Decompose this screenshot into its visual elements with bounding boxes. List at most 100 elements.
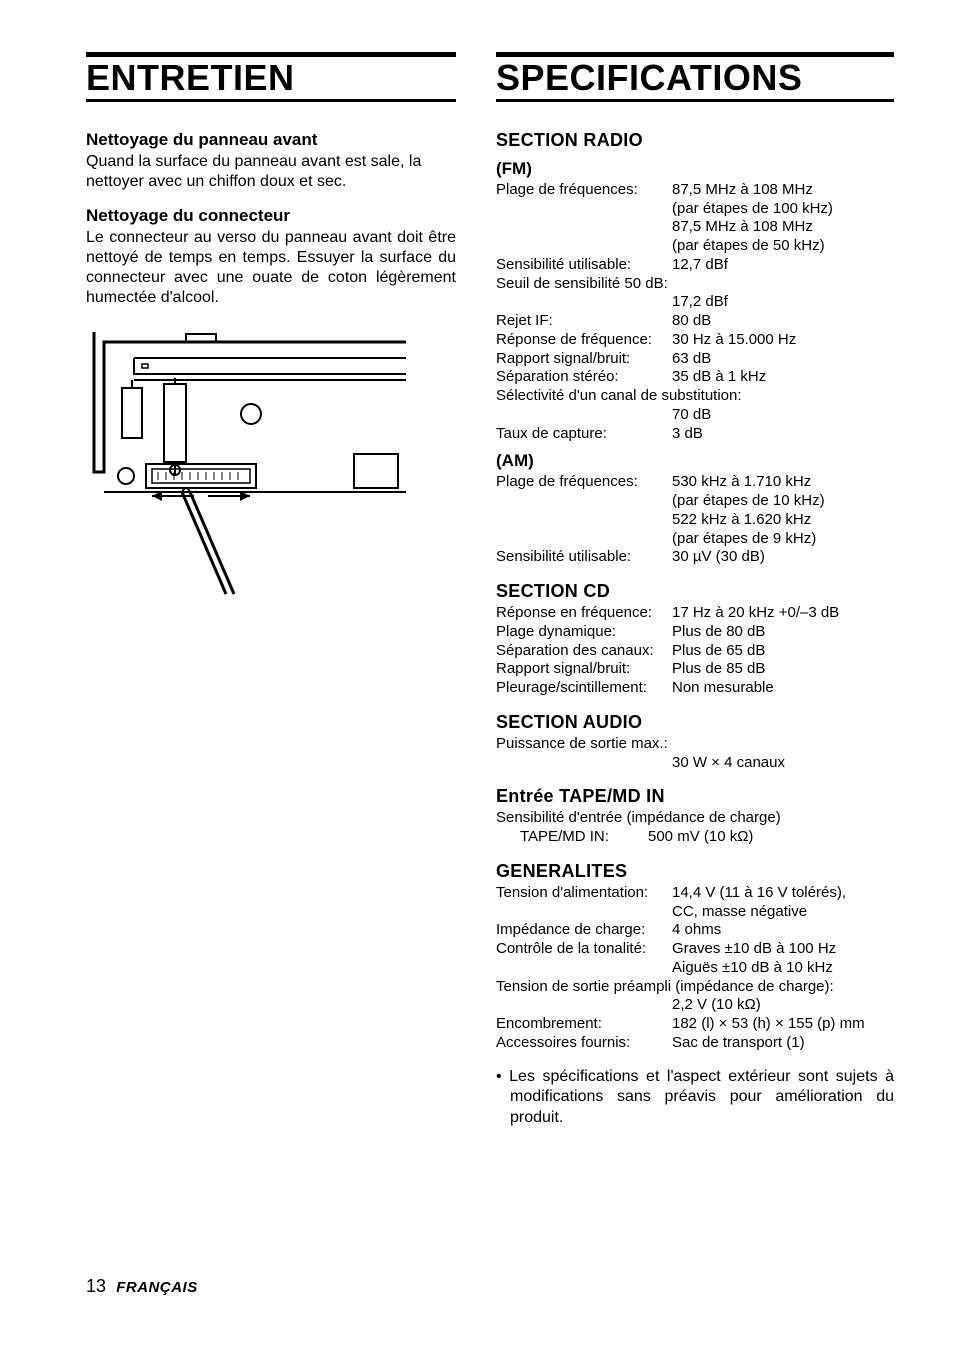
spec-value: (par étapes de 10 kHz) [672,492,894,511]
note-paragraph: Les spécifications et l'aspect extérieur… [496,1067,894,1129]
spec-row: Séparation stéréo:35 dB à 1 kHz [496,368,894,387]
spec-label: Puissance de sortie max.: [496,735,894,754]
spec-row: Contrôle de la tonalité:Graves ±10 dB à … [496,940,894,959]
spec-row: Taux de capture:3 dB [496,425,894,444]
spec-label: Sensibilité utilisable: [496,256,672,275]
sect-radio: SECTION RADIO [496,130,894,151]
sect-tape: Entrée TAPE/MD IN [496,786,894,807]
spec-value: 30 µV (30 dB) [672,548,894,567]
spec-row: Réponse en fréquence:17 Hz à 20 kHz +0/–… [496,604,894,623]
heading-entretien: ENTRETIEN [86,59,456,97]
spec-value: 87,5 MHz à 108 MHz [672,181,894,200]
spec-label: Encombrement: [496,1015,672,1034]
spec-value: (par étapes de 50 kHz) [672,237,894,256]
spec-value: 14,4 V (11 à 16 V tolérés), [672,884,894,903]
spec-row: Sensibilité utilisable:12,7 dBf [496,256,894,275]
spec-value: 2,2 V (10 kΩ) [672,996,894,1015]
spec-label: Tension d'alimentation: [496,884,672,903]
spec-row: Rejet IF:80 dB [496,312,894,331]
spec-value: CC, masse négative [672,903,894,922]
subhead-nettoyage-panneau: Nettoyage du panneau avant [86,130,456,150]
spec-label: Plage dynamique: [496,623,672,642]
spec-label: TAPE/MD IN: [496,828,648,847]
spec-row: Rapport signal/bruit:63 dB [496,350,894,369]
spec-value: 12,7 dBf [672,256,894,275]
spec-label: Plage de fréquences: [496,181,672,200]
spec-label: Pleurage/scintillement: [496,679,672,698]
spec-value: (par étapes de 9 kHz) [672,530,894,549]
spec-label: Seuil de sensibilité 50 dB: [496,275,894,294]
spec-label: Rejet IF: [496,312,672,331]
right-column: SPECIFICATIONS SECTION RADIO (FM) Plage … [496,52,894,1129]
rule-bot-right [496,99,894,102]
spec-value: Plus de 85 dB [672,660,894,679]
spec-value: Aiguës ±10 dB à 10 kHz [672,959,894,978]
spec-row: Impédance de charge:4 ohms [496,921,894,940]
page-number: 13 [86,1276,106,1296]
spec-row: Plage de fréquences:87,5 MHz à 108 MHz [496,181,894,200]
spec-label: Réponse en fréquence: [496,604,672,623]
spec-label: Contrôle de la tonalité: [496,940,672,959]
spec-label: Impédance de charge: [496,921,672,940]
spec-value: 182 (l) × 53 (h) × 155 (p) mm [672,1015,894,1034]
spec-value: Sac de transport (1) [672,1034,894,1053]
spec-label: Sélectivité d'un canal de substitution: [496,387,894,406]
spec-value: Graves ±10 dB à 100 Hz [672,940,894,959]
spec-value: (par étapes de 100 kHz) [672,200,894,219]
subhead-fm: (FM) [496,159,894,179]
spec-label: Sensibilité utilisable: [496,548,672,567]
para-nettoyage-panneau: Quand la surface du panneau avant est sa… [86,152,456,192]
spec-label: Sensibilité d'entrée (impédance de charg… [496,809,894,828]
spec-label: Accessoires fournis: [496,1034,672,1053]
sect-generalites: GENERALITES [496,861,894,882]
spec-row: Encombrement:182 (l) × 53 (h) × 155 (p) … [496,1015,894,1034]
spec-value: Non mesurable [672,679,894,698]
spec-row: Plage dynamique:Plus de 80 dB [496,623,894,642]
spec-label: Taux de capture: [496,425,672,444]
connector-diagram [86,324,456,609]
spec-value: 17 Hz à 20 kHz +0/–3 dB [672,604,894,623]
language-label: FRANÇAIS [116,1279,198,1296]
spec-row: TAPE/MD IN:500 mV (10 kΩ) [496,828,894,847]
spec-value: 63 dB [672,350,894,369]
spec-value: 4 ohms [672,921,894,940]
spec-row: Réponse de fréquence:30 Hz à 15.000 Hz [496,331,894,350]
spec-row: Accessoires fournis:Sac de transport (1) [496,1034,894,1053]
spec-value: Plus de 65 dB [672,642,894,661]
rule-bot-left [86,99,456,102]
para-nettoyage-connecteur: Le connecteur au verso du panneau avant … [86,228,456,308]
spec-value: 70 dB [672,406,894,425]
spec-label: Tension de sortie préampli (impédance de… [496,978,894,997]
left-column: ENTRETIEN Nettoyage du panneau avant Qua… [86,52,456,1129]
spec-row: Pleurage/scintillement:Non mesurable [496,679,894,698]
subhead-am: (AM) [496,451,894,471]
spec-row: Tension d'alimentation:14,4 V (11 à 16 V… [496,884,894,903]
spec-value: 3 dB [672,425,894,444]
spec-label: Séparation des canaux: [496,642,672,661]
spec-row: Sensibilité utilisable:30 µV (30 dB) [496,548,894,567]
spec-value: 35 dB à 1 kHz [672,368,894,387]
spec-label: Réponse de fréquence: [496,331,672,350]
spec-value: 500 mV (10 kΩ) [648,828,894,847]
spec-label: Rapport signal/bruit: [496,350,672,369]
subhead-nettoyage-connecteur: Nettoyage du connecteur [86,206,456,226]
spec-value: 522 kHz à 1.620 kHz [672,511,894,530]
spec-label: Rapport signal/bruit: [496,660,672,679]
spec-value: 530 kHz à 1.710 kHz [672,473,894,492]
sect-cd: SECTION CD [496,581,894,602]
spec-row: Plage de fréquences:530 kHz à 1.710 kHz [496,473,894,492]
spec-label: Plage de fréquences: [496,473,672,492]
page: ENTRETIEN Nettoyage du panneau avant Qua… [86,52,894,1129]
spec-row: Séparation des canaux:Plus de 65 dB [496,642,894,661]
sect-audio: SECTION AUDIO [496,712,894,733]
spec-value: Plus de 80 dB [672,623,894,642]
spec-value: 17,2 dBf [672,293,894,312]
spec-value: 30 W × 4 canaux [672,754,894,773]
heading-specifications: SPECIFICATIONS [496,59,894,97]
spec-row: Rapport signal/bruit:Plus de 85 dB [496,660,894,679]
spec-value: 30 Hz à 15.000 Hz [672,331,894,350]
spec-value: 87,5 MHz à 108 MHz [672,218,894,237]
page-footer: 13 FRANÇAIS [86,1276,198,1297]
spec-value: 80 dB [672,312,894,331]
spec-label: Séparation stéréo: [496,368,672,387]
